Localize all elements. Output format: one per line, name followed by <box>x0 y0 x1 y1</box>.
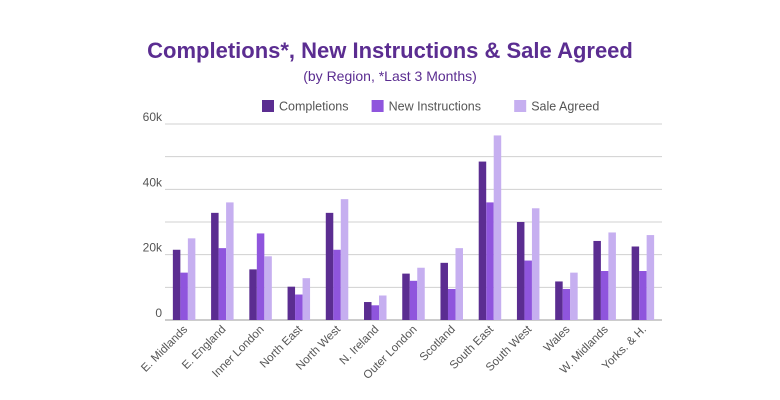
bar <box>371 305 380 320</box>
chart-subtitle: (by Region, *Last 3 Months) <box>303 68 477 84</box>
legend-swatch <box>371 100 384 112</box>
bar <box>600 271 609 320</box>
bar <box>455 248 463 320</box>
chart-title: Completions*, New Instructions & Sale Ag… <box>147 38 633 63</box>
bar <box>211 212 219 320</box>
bar <box>409 280 418 320</box>
bar <box>646 235 655 320</box>
bar <box>172 249 181 320</box>
bar <box>516 222 525 320</box>
bar <box>180 272 188 320</box>
bar <box>417 267 425 320</box>
legend-label: Sale Agreed <box>531 100 599 114</box>
bar <box>402 273 410 320</box>
bar <box>264 256 272 320</box>
bar <box>218 248 227 320</box>
bar <box>639 271 647 320</box>
bar <box>302 278 311 320</box>
bar <box>531 208 540 320</box>
x-tick-label: Scotland <box>418 324 458 364</box>
bar <box>187 238 196 320</box>
bar <box>608 232 616 320</box>
y-tick-label: 40k <box>143 175 163 189</box>
x-tick-label: Wales <box>542 323 573 354</box>
bar <box>249 269 257 320</box>
bar <box>562 288 571 320</box>
bar <box>333 249 341 320</box>
bar <box>631 246 640 320</box>
bar <box>287 286 296 320</box>
bar <box>570 272 578 320</box>
legend-swatch <box>514 100 527 112</box>
bar <box>295 294 303 320</box>
bar <box>493 135 502 320</box>
legend-label: Completions <box>279 100 348 114</box>
legend: Completions New Instructions Sale Agreed <box>262 100 599 114</box>
y-tick-label: 0 <box>155 306 162 320</box>
bar <box>593 240 601 320</box>
bar <box>226 202 234 320</box>
bar <box>440 262 448 320</box>
legend-swatch <box>262 100 274 112</box>
bar <box>555 281 563 320</box>
bar <box>447 288 456 320</box>
legend-label: New Instructions <box>389 100 481 114</box>
bar <box>364 302 372 320</box>
bar <box>524 260 532 320</box>
bar <box>478 161 487 320</box>
bar <box>256 233 265 320</box>
y-tick-label: 20k <box>143 241 163 255</box>
bar <box>379 295 387 320</box>
y-tick-label: 60k <box>143 110 163 124</box>
bar <box>486 202 494 320</box>
bar <box>340 199 349 320</box>
bar <box>325 212 334 320</box>
